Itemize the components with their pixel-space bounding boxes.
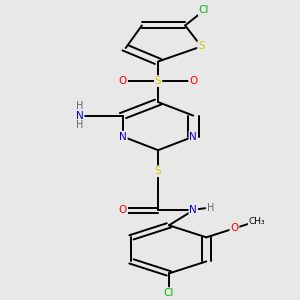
Text: O: O [189,76,197,86]
Text: S: S [155,76,161,86]
Text: H: H [76,120,83,130]
Text: S: S [198,41,205,52]
Text: N: N [76,111,84,121]
Text: H: H [207,203,215,213]
Text: O: O [119,205,127,215]
Text: Cl: Cl [199,5,209,15]
Text: O: O [119,76,127,86]
Text: N: N [119,132,127,142]
Text: S: S [155,166,161,176]
Text: CH₃: CH₃ [249,217,265,226]
Text: H: H [76,101,83,111]
Text: N: N [189,132,197,142]
Text: Cl: Cl [164,288,174,298]
Text: O: O [230,223,238,233]
Text: N: N [189,205,197,215]
